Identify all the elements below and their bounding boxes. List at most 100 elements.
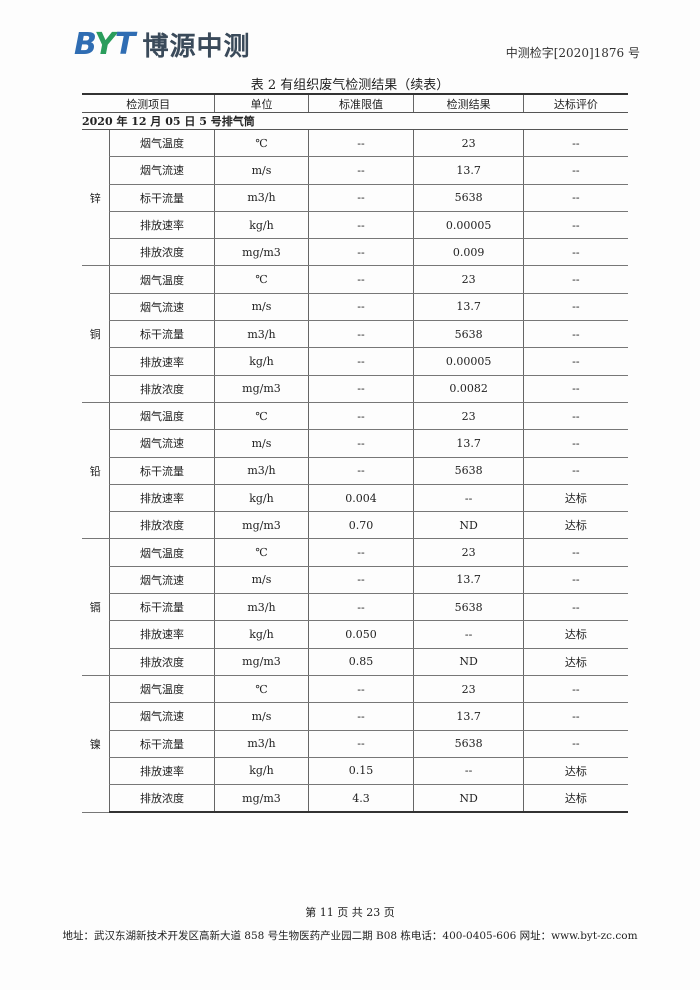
table-row: 标干流量 m3/h -- 5638 -- xyxy=(82,730,628,758)
cell-item: 烟气温度 xyxy=(108,129,215,158)
table-row: 镉烟气温度 ℃ -- 23 -- xyxy=(82,538,628,676)
table-row: 锌烟气温度 ℃ -- 23 -- xyxy=(82,129,628,267)
table-row: 标干流量 m3/h -- 5638 -- xyxy=(82,593,628,622)
table-row: 铅烟气温度 ℃ -- 23 -- xyxy=(82,402,628,540)
cell-result: -- xyxy=(413,484,524,513)
cell-item: 排放速率 xyxy=(108,620,215,649)
table-row: 烟气流速 m/s -- 13.7 -- xyxy=(82,156,628,185)
cell-result: 0.009 xyxy=(413,238,524,267)
cell-unit: m3/h xyxy=(214,320,309,349)
cell-evaluation: 达标 xyxy=(522,511,628,540)
table-row: 标干流量 m3/h -- 5638 -- xyxy=(82,457,628,485)
cell-limit: -- xyxy=(307,156,414,185)
page-number: 第 11 页 共 23 页 xyxy=(305,906,395,919)
column-header: 单位 xyxy=(214,93,309,113)
cell-limit: -- xyxy=(307,702,414,731)
cell-result: 23 xyxy=(413,129,524,158)
cell-unit: m3/h xyxy=(214,730,309,758)
cell-item: 排放浓度 xyxy=(108,648,215,676)
cell-limit: -- xyxy=(307,129,414,158)
cell-evaluation: -- xyxy=(522,675,628,704)
cell-unit: kg/h xyxy=(214,757,309,786)
cell-unit: kg/h xyxy=(214,211,309,240)
date-row: 2020 年 12 月 05 日 5 号排气筒 xyxy=(82,112,628,130)
table-row: 排放浓度 mg/m3 0.70 ND 达标 xyxy=(82,511,628,540)
cell-evaluation: -- xyxy=(522,211,628,240)
cell-unit: mg/m3 xyxy=(214,511,309,540)
cell-limit: -- xyxy=(307,347,414,376)
cell-unit: mg/m3 xyxy=(214,784,309,814)
cell-evaluation: 达标 xyxy=(522,648,628,676)
cell-limit: -- xyxy=(307,293,414,322)
cell-limit: -- xyxy=(307,375,414,403)
table-row: 排放速率 kg/h 0.15 -- 达标 xyxy=(82,757,628,786)
company-logo: BYT 博源中测 xyxy=(74,26,250,63)
cell-unit: ℃ xyxy=(214,265,309,294)
cell-result: 23 xyxy=(413,538,524,567)
cell-evaluation: 达标 xyxy=(522,757,628,786)
cell-evaluation: -- xyxy=(522,347,628,376)
cell-unit: m/s xyxy=(214,702,309,731)
cell-item: 烟气流速 xyxy=(108,429,215,458)
cell-result: ND xyxy=(413,511,524,540)
cell-item: 烟气流速 xyxy=(108,156,215,185)
cell-item: 标干流量 xyxy=(108,730,215,758)
table-row: 排放速率 kg/h 0.004 -- 达标 xyxy=(82,484,628,513)
cell-result: ND xyxy=(413,648,524,676)
cell-limit: -- xyxy=(307,566,414,595)
table-title: 表 2 有组织废气检测结果（续表） xyxy=(250,78,450,93)
cell-unit: m/s xyxy=(214,429,309,458)
cell-result: 5638 xyxy=(413,730,524,758)
cell-unit: mg/m3 xyxy=(214,648,309,676)
table-row: 烟气流速 m/s -- 13.7 -- xyxy=(82,702,628,731)
pollutant-name: 锌 xyxy=(82,129,110,267)
cell-unit: ℃ xyxy=(214,402,309,431)
cell-limit: -- xyxy=(307,184,414,212)
cell-evaluation: -- xyxy=(522,375,628,403)
cell-limit: -- xyxy=(307,675,414,704)
cell-item: 排放浓度 xyxy=(108,511,215,540)
logo-mark: BYT xyxy=(74,27,135,62)
cell-limit: 0.85 xyxy=(307,648,414,676)
cell-unit: kg/h xyxy=(214,347,309,376)
table-row: 排放浓度 mg/m3 0.85 ND 达标 xyxy=(82,648,628,676)
cell-unit: m3/h xyxy=(214,457,309,485)
cell-limit: -- xyxy=(307,730,414,758)
cell-limit: -- xyxy=(307,320,414,349)
cell-evaluation: -- xyxy=(522,129,628,158)
cell-result: 23 xyxy=(413,675,524,704)
cell-result: -- xyxy=(413,620,524,649)
document-number: 中测检字[2020]1876 号 xyxy=(505,46,640,60)
cell-unit: m3/h xyxy=(214,593,309,622)
table-row: 排放速率 kg/h -- 0.00005 -- xyxy=(82,211,628,240)
cell-unit: m/s xyxy=(214,156,309,185)
cell-item: 排放浓度 xyxy=(108,238,215,267)
column-header: 标准限值 xyxy=(307,93,414,113)
cell-limit: -- xyxy=(307,402,414,431)
cell-result: 13.7 xyxy=(413,156,524,185)
cell-unit: m3/h xyxy=(214,184,309,212)
cell-result: 13.7 xyxy=(413,566,524,595)
column-header: 检测项目 xyxy=(82,93,215,113)
cell-evaluation: -- xyxy=(522,320,628,349)
cell-result: 5638 xyxy=(413,593,524,622)
cell-limit: -- xyxy=(307,429,414,458)
cell-result: ND xyxy=(413,784,524,814)
cell-result: 0.0082 xyxy=(413,375,524,403)
cell-item: 烟气温度 xyxy=(108,675,215,704)
cell-result: 13.7 xyxy=(413,429,524,458)
table-row: 铜烟气温度 ℃ -- 23 -- xyxy=(82,265,628,403)
table-row: 标干流量 m3/h -- 5638 -- xyxy=(82,320,628,349)
cell-result: 5638 xyxy=(413,320,524,349)
pollutant-name: 铅 xyxy=(82,402,110,540)
cell-evaluation: -- xyxy=(522,457,628,485)
cell-evaluation: -- xyxy=(522,265,628,294)
cell-evaluation: -- xyxy=(522,730,628,758)
cell-item: 标干流量 xyxy=(108,457,215,485)
cell-item: 标干流量 xyxy=(108,320,215,349)
cell-limit: 0.004 xyxy=(307,484,414,513)
cell-item: 排放速率 xyxy=(108,347,215,376)
table-row: 排放浓度 mg/m3 -- 0.009 -- xyxy=(82,238,628,267)
table-row: 烟气流速 m/s -- 13.7 -- xyxy=(82,566,628,595)
table-row: 烟气流速 m/s -- 13.7 -- xyxy=(82,429,628,458)
